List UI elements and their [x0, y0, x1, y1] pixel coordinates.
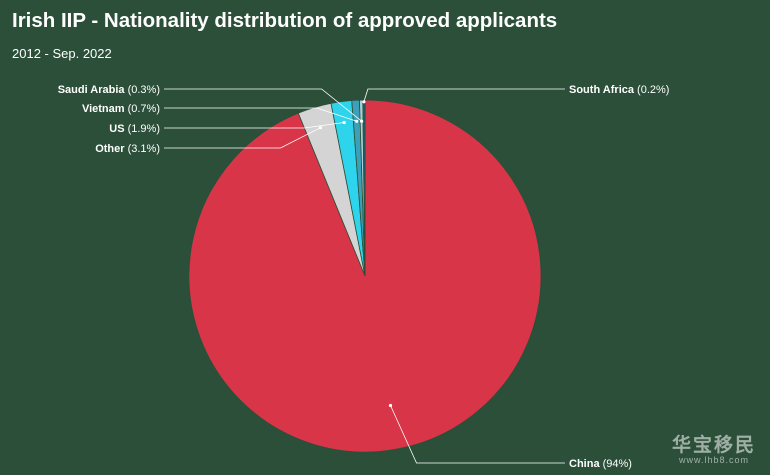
label-anchor-us — [342, 120, 346, 125]
watermark-brand: 华宝移民 — [671, 434, 756, 456]
pie-slices — [188, 99, 542, 453]
slice-label-south-africa: South Africa (0.2%) — [569, 84, 669, 96]
slice-label-vietnam: Vietnam (0.7%) — [82, 103, 160, 115]
slice-label-saudi-arabia: Saudi Arabia (0.3%) — [58, 84, 160, 96]
chart-subtitle: 2012 - Sep. 2022 — [12, 46, 112, 61]
label-connector-china — [390, 405, 565, 464]
watermark-logo: 华宝移民 www.lhb8.com — [672, 430, 756, 465]
label-connector-south-africa — [363, 88, 565, 102]
slice-label-other: Other (3.1%) — [95, 143, 160, 155]
pie-labels: China (94%) Other (3.1%) US (1.9%) Vietnam … — [58, 84, 670, 470]
label-connector-other — [164, 127, 321, 149]
label-anchor-china — [388, 403, 393, 408]
label-connector-saudi-arabia — [164, 88, 362, 122]
chart-title: Irish IIP - Nationality distribution of … — [12, 9, 558, 32]
slice-label-china: China (94%) — [569, 458, 632, 470]
label-anchor-vietnam — [355, 119, 359, 123]
label-anchor-saudi-arabia — [360, 119, 364, 123]
label-connector-us — [164, 122, 345, 129]
label-anchor-other — [318, 126, 323, 130]
pie-slice-south-africa[interactable] — [362, 99, 366, 277]
watermark-url: www.lhb8.com — [678, 455, 749, 465]
label-connector-vietnam — [164, 107, 357, 122]
slice-label-us: US (1.9%) — [109, 123, 160, 135]
label-anchor-south-africa — [362, 100, 366, 104]
